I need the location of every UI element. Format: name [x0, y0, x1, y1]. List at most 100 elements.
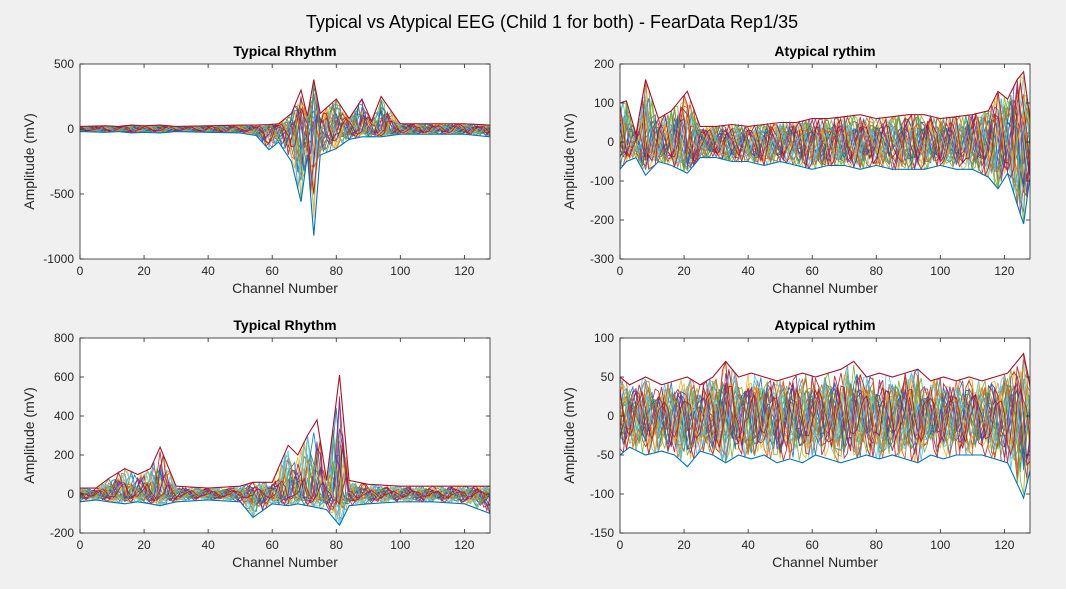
- eeg-trace: [620, 82, 1030, 179]
- eeg-trace: [620, 114, 1030, 172]
- trace-group: [620, 353, 1030, 495]
- y-tick-label: 100: [594, 331, 614, 345]
- x-tick-label: 120: [994, 538, 1014, 552]
- axes-box: [79, 63, 491, 260]
- x-tick-label: 0: [77, 538, 84, 552]
- subplot-1: 0 20 40 60 80 100 120 -1000 -500 0 500 Typical Rhyt…: [21, 43, 491, 296]
- x-tick-label: 20: [137, 538, 151, 552]
- eeg-trace: [620, 77, 1030, 185]
- y-axis-label: Amplitude (mV): [561, 113, 577, 209]
- y-tick-label: 400: [54, 409, 74, 423]
- eeg-trace: [80, 79, 490, 179]
- eeg-trace: [80, 434, 490, 507]
- eeg-trace: [620, 367, 1030, 459]
- x-tick-label: 120: [454, 538, 474, 552]
- subplot-title: Typical Rhythm: [233, 43, 336, 59]
- y-tick-label: 600: [54, 370, 74, 384]
- x-tick-label: 20: [677, 538, 691, 552]
- y-tick-label: 0: [607, 135, 614, 149]
- eeg-trace: [620, 373, 1030, 460]
- subplot-title: Atypical rythim: [774, 317, 875, 333]
- subplot-4: 0 20 40 60 80 100 120 -150 -100 -50 0 50 100 Atypical…: [561, 317, 1031, 570]
- figure-title: Typical vs Atypical EEG (Child 1 for bot…: [306, 12, 798, 32]
- y-tick-label: -50: [597, 448, 615, 462]
- y-tick-label: 800: [54, 331, 74, 345]
- eeg-trace: [620, 364, 1030, 495]
- x-tick-label: 40: [201, 538, 215, 552]
- x-tick-label: 60: [266, 264, 280, 278]
- x-tick-label: 40: [201, 264, 215, 278]
- trace-peak-lower: [620, 446, 1030, 500]
- x-tick-label: 60: [806, 264, 820, 278]
- y-tick-label: -100: [590, 487, 614, 501]
- x-axis-label: Channel Number: [772, 280, 878, 296]
- trace-group: [80, 79, 490, 219]
- x-tick-label: 80: [870, 538, 884, 552]
- x-tick-label: 0: [77, 264, 84, 278]
- y-tick-label: -200: [590, 213, 614, 227]
- eeg-trace: [620, 95, 1030, 224]
- x-axis-label: Channel Number: [232, 280, 338, 296]
- eeg-trace: [80, 429, 490, 513]
- x-tick-label: 0: [617, 538, 624, 552]
- y-tick-label: 0: [67, 487, 74, 501]
- x-tick-label: 100: [930, 264, 950, 278]
- eeg-trace: [80, 107, 490, 194]
- x-tick-label: 60: [806, 538, 820, 552]
- y-tick-label: -150: [590, 526, 614, 540]
- subplot-2: 0 20 40 60 80 100 120 -300 -200 -100 0 100 200 Atypic…: [561, 43, 1031, 296]
- eeg-trace: [80, 441, 490, 520]
- subplot-3: 0 20 40 60 80 100 120-2000200400600800Typical …: [21, 317, 491, 570]
- axes-box: [79, 337, 491, 534]
- eeg-trace: [80, 102, 490, 219]
- y-tick-label: -1000: [43, 252, 74, 266]
- y-tick-label: 100: [594, 96, 614, 110]
- x-tick-label: 80: [870, 264, 884, 278]
- x-tick-label: 60: [266, 538, 280, 552]
- eeg-trace: [80, 436, 490, 507]
- x-tick-label: 20: [677, 264, 691, 278]
- x-tick-label: 80: [330, 538, 344, 552]
- y-tick-label: -300: [590, 252, 614, 266]
- x-axis-label: Channel Number: [772, 554, 878, 570]
- trace-peak-lower: [80, 499, 490, 527]
- trace-peak-upper: [620, 70, 1030, 135]
- trace-peak-upper: [80, 79, 490, 127]
- eeg-trace: [80, 476, 490, 505]
- y-tick-label: 200: [594, 57, 614, 71]
- plot-area: [80, 64, 490, 259]
- x-tick-label: 120: [454, 264, 474, 278]
- y-tick-label: 50: [601, 370, 615, 384]
- x-tick-label: 40: [741, 264, 755, 278]
- x-axis-label: Channel Number: [232, 554, 338, 570]
- trace-peak-upper: [620, 352, 1030, 386]
- y-axis-label: Amplitude (mV): [21, 113, 37, 209]
- y-tick-label: -200: [50, 526, 74, 540]
- eeg-trace: [620, 365, 1030, 461]
- x-tick-label: 20: [137, 264, 151, 278]
- y-tick-label: 0: [67, 122, 74, 136]
- y-axis-label: Amplitude (mV): [561, 387, 577, 483]
- eeg-trace: [620, 391, 1030, 443]
- y-tick-label: -100: [590, 174, 614, 188]
- x-tick-label: 100: [390, 264, 410, 278]
- x-tick-label: 80: [330, 264, 344, 278]
- trace-group: [80, 396, 490, 525]
- axes-box: [619, 63, 1031, 260]
- axes-box: [619, 337, 1031, 534]
- y-tick-label: 200: [54, 448, 74, 462]
- y-tick-label: -500: [50, 187, 74, 201]
- eeg-trace: [80, 407, 490, 507]
- subplot-title: Typical Rhythm: [233, 317, 336, 333]
- y-axis-label: Amplitude (mV): [21, 387, 37, 483]
- y-tick-label: 500: [54, 57, 74, 71]
- trace-peak-upper: [80, 374, 490, 489]
- x-tick-label: 100: [930, 538, 950, 552]
- subplot-title: Atypical rythim: [774, 43, 875, 59]
- x-tick-label: 100: [390, 538, 410, 552]
- x-tick-label: 0: [617, 264, 624, 278]
- y-tick-label: 0: [607, 409, 614, 423]
- trace-group: [620, 75, 1030, 224]
